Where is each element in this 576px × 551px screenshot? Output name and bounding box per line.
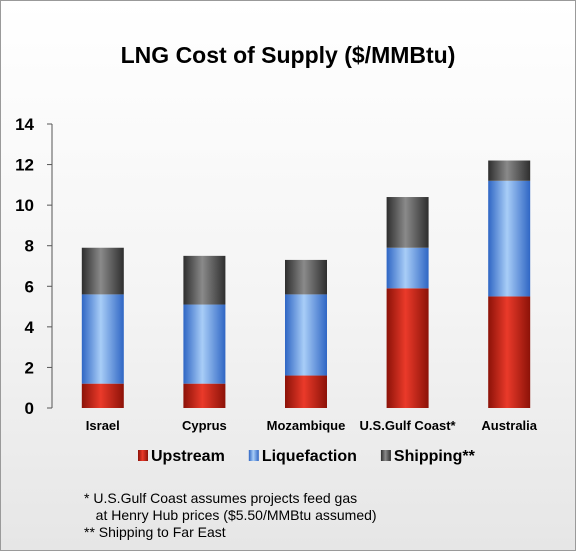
y-tick-label: 2 (25, 358, 34, 377)
bar-upstream-4 (488, 296, 531, 408)
legend-label-upstream: Upstream (151, 448, 225, 465)
bar-liquefaction-0 (81, 294, 124, 384)
y-tick-label: 10 (15, 196, 34, 215)
bar-shipping-1 (183, 255, 226, 305)
legend-swatch-liquefaction (248, 450, 259, 461)
bar-upstream-3 (386, 288, 429, 408)
bar-upstream-0 (81, 383, 124, 408)
legend-label-shipping: Shipping** (394, 448, 476, 465)
y-tick-label: 0 (25, 399, 34, 418)
legend-label-liquefaction: Liquefaction (262, 448, 357, 465)
x-tick-label: Mozambique (267, 418, 346, 433)
bar-liquefaction-2 (285, 294, 327, 376)
bars-group (81, 160, 531, 408)
footnotes: * U.S.Gulf Coast assumes projects feed g… (84, 490, 564, 541)
bar-liquefaction-3 (386, 247, 429, 289)
y-tick-label: 12 (15, 156, 34, 175)
bar-shipping-2 (285, 259, 327, 295)
x-tick-label: Cyprus (182, 418, 227, 433)
y-tick-label: 8 (25, 237, 34, 256)
bar-liquefaction-1 (183, 304, 226, 384)
y-axis: 0 2 4 6 8 10 12 14 (15, 115, 53, 418)
x-tick-label: U.S.Gulf Coast* (360, 418, 457, 433)
chart-title: LNG Cost of Supply ($/MMBtu) (120, 42, 456, 68)
y-tick-label: 6 (25, 277, 34, 296)
footnote-henry-hub: at Henry Hub prices ($5.50/MMBtu assumed… (84, 507, 377, 523)
x-axis-labels: Israel Cyprus Mozambique U.S.Gulf Coast* Aus… (86, 418, 538, 433)
y-tick-label: 14 (15, 115, 34, 134)
legend-swatch-shipping (380, 450, 391, 461)
x-tick-label: Israel (86, 418, 120, 433)
bar-shipping-3 (386, 197, 429, 248)
bar-shipping-0 (81, 247, 124, 295)
legend-swatch-upstream (138, 450, 148, 461)
x-tick-label: Australia (481, 418, 537, 433)
y-tick-label: 4 (25, 318, 35, 337)
footnote-gulf-coast: * U.S.Gulf Coast assumes projects feed g… (84, 490, 358, 506)
bar-upstream-1 (183, 383, 226, 408)
bar-shipping-4 (488, 160, 531, 181)
footnote-shipping: ** Shipping to Far East (84, 524, 226, 540)
legend: Upstream Liquefaction Shipping** (138, 448, 476, 465)
bar-upstream-2 (285, 375, 327, 408)
bar-liquefaction-4 (488, 180, 531, 297)
